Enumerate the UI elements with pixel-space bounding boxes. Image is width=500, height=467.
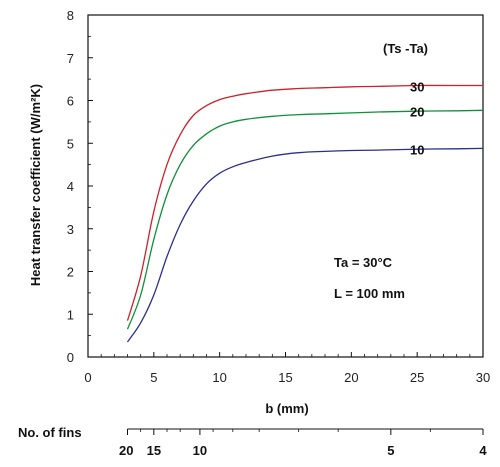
secondary-tick-label: 10: [193, 443, 207, 458]
x-tick-label: 25: [410, 370, 424, 385]
y-axis-label: Heat transfer coefficient (W/m²K): [28, 84, 43, 286]
annotation-ta: Ta = 30°C: [334, 255, 393, 270]
y-axis: 0 1 2 3 4 5 6 7 8: [67, 8, 93, 365]
y-tick-label: 8: [67, 8, 74, 23]
series-label-30: 30: [410, 80, 424, 95]
x-tick-label: 15: [278, 370, 292, 385]
series-label-20: 20: [410, 104, 424, 119]
secondary-axis-label: No. of fins: [18, 425, 82, 440]
x-axis-label: b (mm): [265, 401, 308, 416]
secondary-axis: 20 15 10 5 4: [119, 428, 487, 458]
x-tick-label: 30: [476, 370, 490, 385]
y-tick-label: 1: [67, 307, 74, 322]
x-axis: 0 5 10 15 20 25 30: [84, 352, 490, 385]
series-label-10: 10: [410, 142, 424, 157]
y-tick-label: 7: [67, 51, 74, 66]
series-lines: [126, 84, 484, 343]
x-tick-label: 10: [212, 370, 226, 385]
x-tick-label: 20: [344, 370, 358, 385]
series-line-10: [126, 147, 484, 343]
series-line-20: [126, 109, 484, 330]
y-tick-label: 4: [67, 179, 74, 194]
secondary-tick-label: 4: [479, 443, 487, 458]
secondary-tick-label: 15: [147, 443, 161, 458]
series-line-30: [126, 84, 483, 321]
plot-area: [87, 14, 484, 358]
plot-frame: [87, 14, 484, 358]
y-tick-label: 5: [67, 136, 74, 151]
series-labels: 30 20 10: [410, 80, 424, 158]
secondary-tick-label: 5: [387, 443, 394, 458]
x-tick-label: 5: [150, 370, 157, 385]
annotation-l: L = 100 mm: [334, 286, 405, 301]
y-tick-label: 3: [67, 222, 74, 237]
legend-title: (Ts -Ta): [383, 41, 428, 56]
y-tick-label: 6: [67, 94, 74, 109]
y-tick-label: 2: [67, 265, 74, 280]
x-tick-label: 0: [84, 370, 91, 385]
secondary-tick-label: 20: [119, 443, 133, 458]
y-tick-label: 0: [67, 350, 74, 365]
